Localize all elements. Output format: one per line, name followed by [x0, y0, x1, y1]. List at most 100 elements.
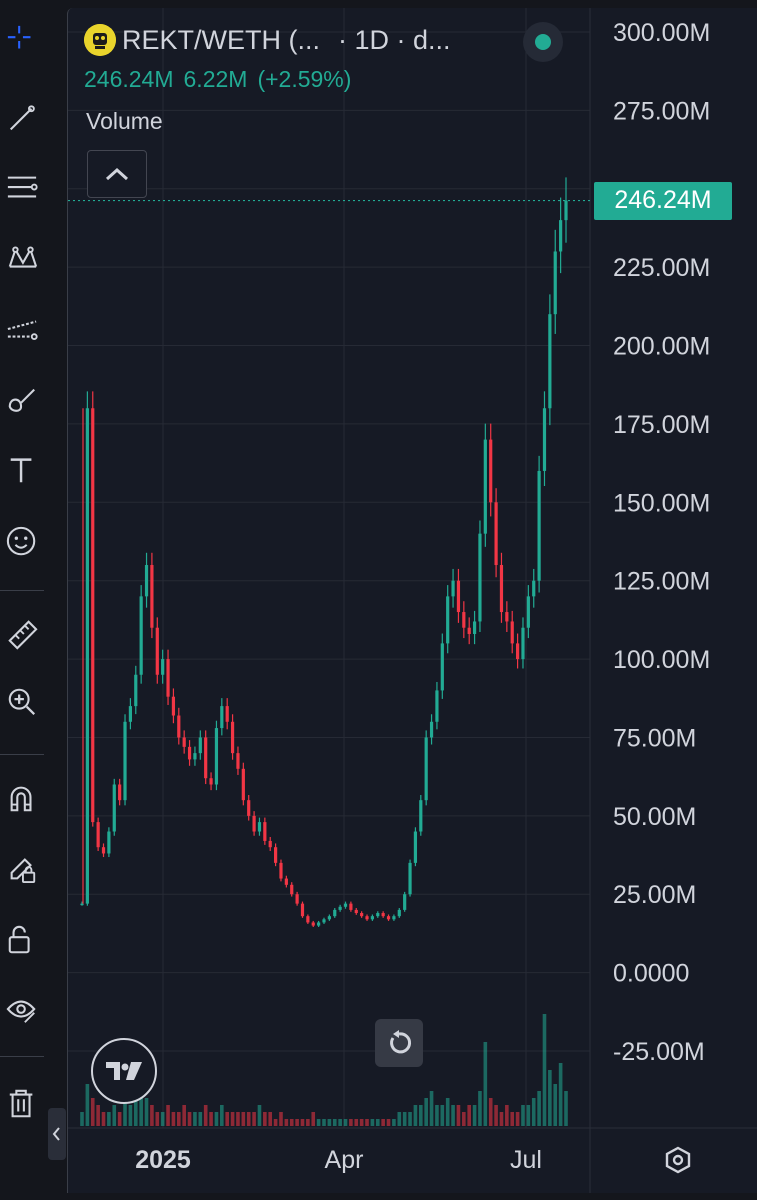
time-axis-label: 2025 [135, 1146, 191, 1174]
candle [161, 649, 165, 684]
candle [397, 908, 401, 918]
fib-retracement-icon [7, 176, 38, 198]
market-status-button[interactable] [523, 22, 563, 62]
volume-bar [112, 1105, 117, 1126]
volume-bar [300, 1119, 305, 1126]
price-axis-label: 275.00M [613, 97, 710, 125]
price-axis[interactable]: 300.00M 275.00M 225.00M 200.00M 175.00M 150.0… [613, 19, 710, 1066]
volume-bar [230, 1112, 235, 1126]
volume-bar [332, 1119, 337, 1126]
candle [489, 423, 493, 517]
candle [306, 914, 310, 924]
volume-bar [445, 1098, 450, 1126]
tool-fib-retracement[interactable] [0, 163, 44, 213]
price-axis-label: 75.00M [613, 724, 696, 752]
candle [521, 617, 525, 669]
candle [198, 730, 202, 760]
candle [101, 843, 106, 858]
price-candles[interactable] [80, 177, 568, 927]
interval-label[interactable]: · 1D · d... [338, 24, 451, 55]
candle [494, 488, 498, 578]
volume-bar [456, 1105, 461, 1126]
toolbar-divider [0, 590, 44, 591]
tool-zoom-in[interactable] [0, 677, 44, 727]
candle [123, 714, 127, 806]
candle [392, 914, 396, 921]
toolbar-divider [0, 754, 44, 755]
candle [204, 730, 208, 785]
time-axis-label: Apr [325, 1146, 364, 1174]
chart-panel[interactable]: 300.00M 275.00M 225.00M 200.00M 175.00M 150.0… [67, 8, 757, 1193]
candle [483, 423, 487, 547]
candle [478, 520, 482, 632]
candle [413, 827, 418, 867]
chart-canvas[interactable]: 300.00M 275.00M 225.00M 200.00M 175.00M 150.0… [68, 8, 757, 1193]
volume-bar [338, 1119, 342, 1126]
candle [257, 817, 262, 836]
volume-bar [370, 1119, 375, 1126]
volume-bar [359, 1119, 364, 1126]
candle [236, 746, 240, 775]
candle [85, 391, 89, 906]
toolbar-divider [0, 1056, 44, 1057]
tool-trend-line[interactable] [0, 95, 44, 145]
volume-bar [101, 1112, 106, 1126]
chart-settings-button[interactable] [656, 1138, 700, 1182]
symbol-legend[interactable]: REKT/WETH (... · 1D · d... [84, 22, 451, 58]
chevron-left-icon [52, 1127, 60, 1141]
volume-bar [419, 1105, 423, 1126]
volume-bar [246, 1112, 251, 1126]
candle [343, 901, 348, 909]
candle [96, 817, 100, 851]
volume-bar [354, 1119, 359, 1126]
candle [118, 778, 122, 806]
symbol-name[interactable]: REKT/WETH (... [122, 24, 320, 55]
candle [376, 911, 380, 918]
tool-eye[interactable] [0, 985, 44, 1035]
reset-chart-button[interactable] [375, 1019, 423, 1067]
toolbar-collapse-tab[interactable] [48, 1108, 66, 1160]
lock-all-icon [8, 925, 30, 954]
grid-lines [68, 8, 590, 1128]
volume-indicator-label[interactable]: Volume [86, 108, 163, 134]
candle [225, 698, 229, 730]
candle [322, 917, 326, 924]
price-axis-label: 0.0000 [613, 960, 689, 988]
time-axis[interactable]: 2025 Apr Jul [135, 1146, 542, 1174]
candle [333, 908, 337, 918]
tool-text-tool[interactable] [0, 445, 44, 495]
volume-bar [117, 1112, 122, 1126]
tool-magnet[interactable] [0, 773, 44, 823]
tool-brush[interactable] [0, 375, 44, 425]
price-axis-label: 150.00M [613, 489, 710, 517]
volume-bar [402, 1112, 407, 1126]
candle [247, 794, 251, 821]
volume-bar [268, 1112, 273, 1126]
tradingview-logo[interactable] [91, 1038, 157, 1104]
candle [467, 617, 471, 645]
tool-pattern[interactable] [0, 235, 44, 285]
volume-bar [564, 1091, 568, 1126]
tool-crosshair[interactable] [0, 15, 44, 65]
drawing-toolbar [0, 0, 50, 1200]
volume-bar [435, 1105, 439, 1126]
collapse-legend-button[interactable] [87, 150, 147, 198]
tool-ruler[interactable] [0, 609, 44, 659]
candle [537, 455, 541, 593]
candle [268, 836, 272, 851]
candle [252, 811, 256, 836]
volume-bar [263, 1112, 267, 1126]
market-open-indicator [535, 34, 551, 50]
volume-bar [537, 1091, 541, 1126]
tool-emoji[interactable] [0, 517, 44, 567]
tool-trash[interactable] [0, 1079, 44, 1129]
emoji-icon [6, 526, 36, 556]
volume-bar [220, 1105, 224, 1126]
candle [91, 391, 95, 827]
volume-bar [478, 1091, 482, 1126]
price-axis-label: 25.00M [613, 881, 696, 909]
tool-lock-drawing[interactable] [0, 843, 44, 893]
volume-bar [375, 1119, 380, 1126]
tool-prediction[interactable] [0, 305, 44, 355]
tool-lock-all[interactable] [0, 915, 44, 965]
